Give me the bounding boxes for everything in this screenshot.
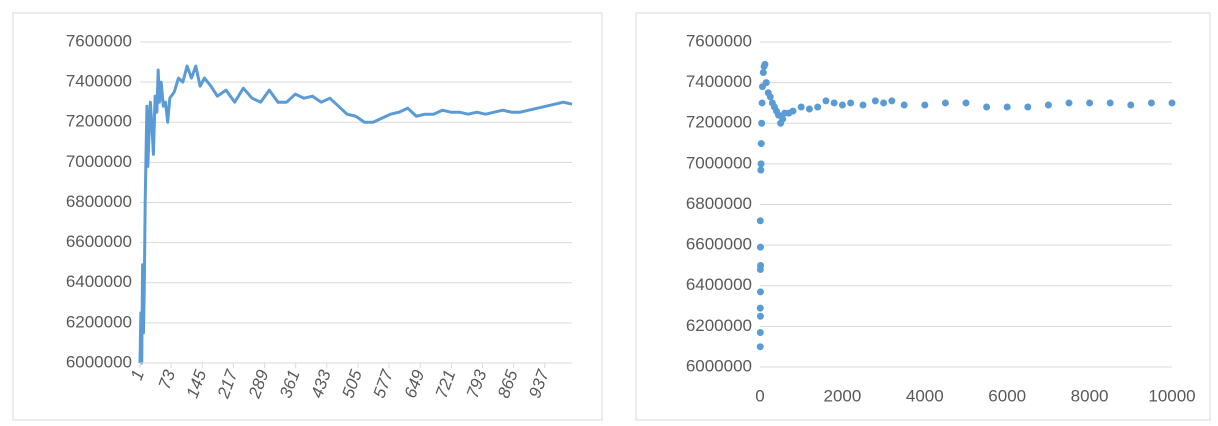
y-tick-label: 6400000 — [686, 275, 752, 294]
point — [1044, 101, 1052, 109]
point — [921, 101, 929, 109]
y-tick-label: 7600000 — [66, 31, 132, 50]
y-tick-label: 7000000 — [66, 152, 132, 171]
point — [757, 166, 765, 174]
x-tick-label: 10000 — [1148, 386, 1195, 405]
point — [830, 99, 838, 107]
point — [779, 115, 787, 123]
x-tick-label: 505 — [338, 367, 366, 401]
x-tick-label: 433 — [307, 367, 335, 401]
point — [838, 101, 846, 109]
point — [814, 103, 822, 111]
y-tick-label: 7600000 — [686, 31, 752, 50]
point — [941, 99, 949, 107]
y-tick-label: 7400000 — [686, 72, 752, 91]
point — [757, 160, 765, 168]
x-tick-label: 8000 — [1071, 386, 1109, 405]
point — [822, 97, 830, 105]
point — [761, 60, 769, 68]
point — [1168, 99, 1176, 107]
point — [805, 105, 813, 113]
point — [1003, 103, 1011, 111]
x-tick-label: 793 — [463, 367, 491, 401]
point — [1024, 103, 1032, 111]
y-tick-label: 6000000 — [66, 352, 132, 371]
x-tick-label: 2000 — [823, 386, 861, 405]
x-tick-label: 361 — [276, 367, 304, 400]
y-tick-label: 6200000 — [686, 316, 752, 335]
point — [789, 107, 797, 115]
x-tick-label: 865 — [494, 367, 522, 401]
point — [1106, 99, 1114, 107]
point — [1065, 99, 1073, 107]
x-tick-label: 289 — [245, 367, 273, 402]
point — [759, 68, 767, 76]
point — [758, 119, 766, 127]
line — [138, 64, 573, 365]
y-tick-label: 6800000 — [686, 194, 752, 213]
y-tick-label: 6800000 — [66, 192, 132, 211]
point — [1086, 99, 1094, 107]
point — [758, 99, 766, 107]
y-tick-label: 6000000 — [686, 356, 752, 375]
x-tick-label: 6000 — [988, 386, 1026, 405]
point — [983, 103, 991, 111]
x-tick-label: 217 — [213, 367, 241, 402]
point — [1127, 101, 1135, 109]
point — [1147, 99, 1155, 107]
point — [880, 99, 888, 107]
y-tick-label: 6200000 — [66, 312, 132, 331]
point — [757, 261, 765, 269]
x-tick-label: 4000 — [906, 386, 944, 405]
panel — [635, 12, 1211, 421]
x-tick-label: 649 — [401, 367, 429, 401]
point — [756, 304, 764, 312]
y-tick-label: 7000000 — [686, 153, 752, 172]
y-tick-label: 6400000 — [66, 272, 132, 291]
point — [756, 328, 764, 336]
point — [888, 97, 896, 105]
point — [797, 103, 805, 111]
y-tick-label: 7200000 — [66, 112, 132, 131]
x-tick-label: 721 — [432, 367, 460, 400]
point — [756, 312, 764, 320]
x-tick-label: 937 — [525, 367, 553, 401]
x-tick-label: 577 — [369, 367, 397, 401]
point — [756, 343, 764, 351]
y-tick-label: 6600000 — [686, 235, 752, 254]
y-tick-label: 6600000 — [66, 232, 132, 251]
y-tick-label: 7400000 — [66, 72, 132, 91]
x-tick-label: 73 — [155, 367, 180, 392]
point — [766, 93, 774, 101]
point — [871, 97, 879, 105]
panel — [12, 12, 603, 421]
point — [962, 99, 970, 107]
y-tick-label: 7200000 — [686, 113, 752, 132]
x-tick-label: 145 — [183, 367, 211, 401]
x-tick-label: 1 — [127, 367, 148, 382]
point — [900, 101, 908, 109]
point — [762, 79, 770, 87]
point — [847, 99, 855, 107]
point — [757, 140, 765, 148]
point — [756, 243, 764, 251]
point — [859, 101, 867, 109]
point — [756, 288, 764, 296]
x-tick-label: 0 — [755, 386, 764, 405]
point — [756, 217, 764, 225]
